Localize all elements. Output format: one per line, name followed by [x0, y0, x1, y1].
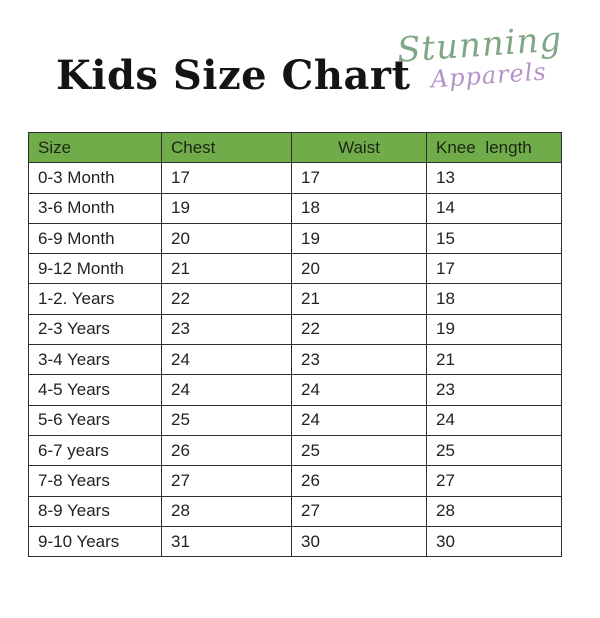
table-row: 8-9 Years 28 27 28: [28, 495, 562, 527]
size-chart-table: Size Chest Waist Knee length 0-3 Month 17…: [28, 131, 562, 558]
knee-length-cell: 19: [426, 313, 562, 346]
size-cell: 4-5 Years: [28, 374, 162, 406]
chest-cell: 26: [161, 434, 292, 467]
knee-length-cell: 24: [426, 404, 562, 436]
waist-cell: 18: [291, 192, 427, 224]
waist-cell: 24: [291, 404, 427, 436]
chest-cell: 31: [161, 525, 292, 558]
table-row: 0-3 Month 17 17 13: [28, 162, 562, 194]
waist-cell: 23: [291, 344, 427, 376]
header-row: Size Chest Waist Knee length: [28, 131, 562, 164]
knee-length-cell: 17: [426, 253, 562, 285]
table-row: 6-7 years 26 25 25: [28, 434, 562, 467]
size-cell: 9-12 Month: [28, 253, 162, 285]
size-cell: 7-8 Years: [28, 465, 162, 497]
table-row: 6-9 Month 20 19 15: [28, 222, 562, 255]
size-cell: 9-10 Years: [28, 525, 162, 558]
waist-cell: 25: [291, 434, 427, 467]
column-header-knee-length: Knee length: [426, 131, 562, 164]
column-header-size: Size: [28, 131, 162, 164]
size-cell: 2-3 Years: [28, 313, 162, 346]
knee-length-cell: 14: [426, 192, 562, 224]
knee-length-cell: 30: [426, 525, 562, 558]
knee-length-cell: 27: [426, 465, 562, 497]
size-cell: 3-4 Years: [28, 344, 162, 376]
knee-length-cell: 25: [426, 434, 562, 467]
chest-cell: 22: [161, 283, 292, 315]
chest-cell: 27: [161, 465, 292, 497]
table-row: 9-10 Years 31 30 30: [28, 525, 562, 558]
chest-cell: 21: [161, 253, 292, 285]
column-header-waist: Waist: [291, 131, 427, 164]
knee-length-cell: 23: [426, 374, 562, 406]
knee-length-cell: 13: [426, 162, 562, 194]
knee-length-cell: 18: [426, 283, 562, 315]
waist-cell: 27: [291, 495, 427, 527]
waist-cell: 22: [291, 313, 427, 346]
table-row: 4-5 Years 24 24 23: [28, 374, 562, 406]
knee-length-cell: 21: [426, 344, 562, 376]
chest-cell: 19: [161, 192, 292, 224]
table-row: 3-4 Years 24 23 21: [28, 344, 562, 376]
chest-cell: 28: [161, 495, 292, 527]
size-chart-body: 0-3 Month 17 17 13 3-6 Month 19 18 14 6-9 Month 2…: [28, 162, 562, 558]
knee-length-cell: 28: [426, 495, 562, 527]
chest-cell: 20: [161, 222, 292, 255]
knee-length-cell: 15: [426, 222, 562, 255]
table-row: 7-8 Years 27 26 27: [28, 465, 562, 497]
waist-cell: 20: [291, 253, 427, 285]
waist-cell: 26: [291, 465, 427, 497]
chest-cell: 25: [161, 404, 292, 436]
table-row: 1-2. Years 22 21 18: [28, 283, 562, 315]
brand-logo: Stunning Apparels: [396, 19, 565, 93]
chest-cell: 23: [161, 313, 292, 346]
size-cell: 3-6 Month: [28, 192, 162, 224]
waist-cell: 17: [291, 162, 427, 194]
column-header-chest: Chest: [161, 131, 292, 164]
table-row: 3-6 Month 19 18 14: [28, 192, 562, 224]
size-chart-header: Size Chest Waist Knee length: [28, 131, 562, 164]
size-cell: 0-3 Month: [28, 162, 162, 194]
chest-cell: 24: [161, 374, 292, 406]
chest-cell: 17: [161, 162, 292, 194]
size-cell: 6-7 years: [28, 434, 162, 467]
size-cell: 1-2. Years: [28, 283, 162, 315]
waist-cell: 19: [291, 222, 427, 255]
size-cell: 5-6 Years: [28, 404, 162, 436]
waist-cell: 24: [291, 374, 427, 406]
size-cell: 6-9 Month: [28, 222, 162, 255]
waist-cell: 30: [291, 525, 427, 558]
size-cell: 8-9 Years: [28, 495, 162, 527]
table-row: 5-6 Years 25 24 24: [28, 404, 562, 436]
chest-cell: 24: [161, 344, 292, 376]
table-row: 9-12 Month 21 20 17: [28, 253, 562, 285]
page-title: Kids Size Chart: [56, 52, 411, 99]
table-row: 2-3 Years 23 22 19: [28, 313, 562, 346]
waist-cell: 21: [291, 283, 427, 315]
